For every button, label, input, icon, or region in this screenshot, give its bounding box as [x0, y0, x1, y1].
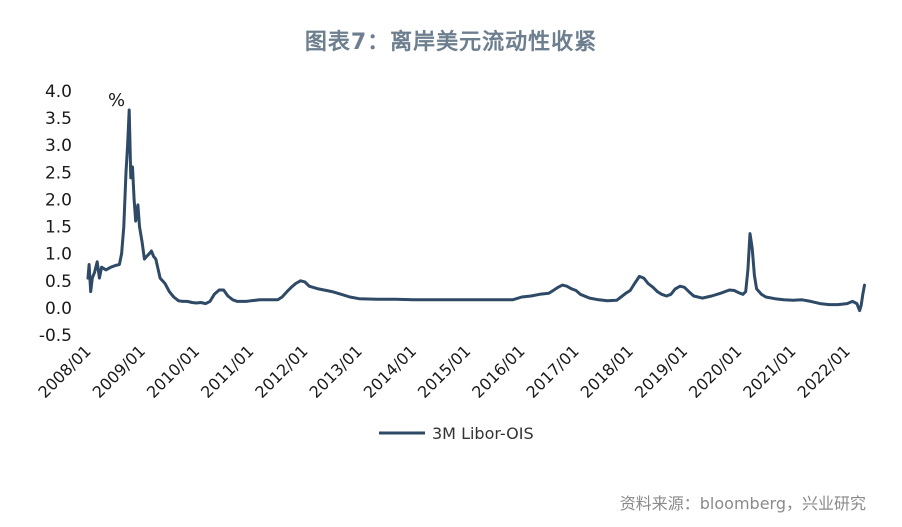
x-tick-label: 2016/01: [468, 341, 528, 401]
x-tick-label: 2008/01: [34, 341, 94, 401]
y-tick-label: 3.0: [45, 136, 72, 156]
x-axis: 2008/012009/012010/012011/012012/012013/…: [34, 341, 854, 401]
source-note: 资料来源：bloomberg，兴业研究: [619, 494, 866, 513]
x-tick-label: 2020/01: [685, 341, 745, 401]
x-tick-label: 2019/01: [631, 341, 691, 401]
x-tick-label: 2021/01: [739, 341, 799, 401]
x-tick-label: 2009/01: [89, 341, 149, 401]
x-tick-label: 2017/01: [522, 341, 582, 401]
y-tick-label: 4.0: [45, 82, 72, 102]
y-tick-label: 1.0: [45, 245, 72, 265]
y-tick-label: -0.5: [39, 326, 72, 346]
x-tick-label: 2010/01: [143, 341, 203, 401]
y-axis: 4.0 3.5 3.0 2.5 2.0 1.5 1.0 0.5 0.0 -0.5: [39, 82, 72, 346]
x-tick-label: 2013/01: [306, 341, 366, 401]
y-tick-label: 1.5: [45, 218, 72, 238]
y-tick-label: 2.5: [45, 163, 72, 183]
legend-label: 3M Libor-OIS: [432, 424, 534, 443]
y-tick-label: 0.0: [45, 299, 72, 319]
chart-title: 图表7：离岸美元流动性收紧: [304, 30, 598, 55]
y-tick-label: 3.5: [45, 109, 72, 129]
x-tick-label: 2011/01: [197, 341, 257, 401]
legend: 3M Libor-OIS: [379, 424, 534, 443]
y-tick-label: 0.5: [45, 272, 72, 292]
x-tick-label: 2022/01: [793, 341, 853, 401]
y-axis-unit-label: %: [108, 90, 125, 111]
series-line-3m-libor-ois: [86, 108, 866, 313]
x-tick-label: 2015/01: [414, 341, 474, 401]
y-tick-label: 2.0: [45, 190, 72, 210]
x-tick-label: 2014/01: [360, 341, 420, 401]
x-tick-label: 2012/01: [251, 341, 311, 401]
x-tick-label: 2018/01: [577, 341, 637, 401]
